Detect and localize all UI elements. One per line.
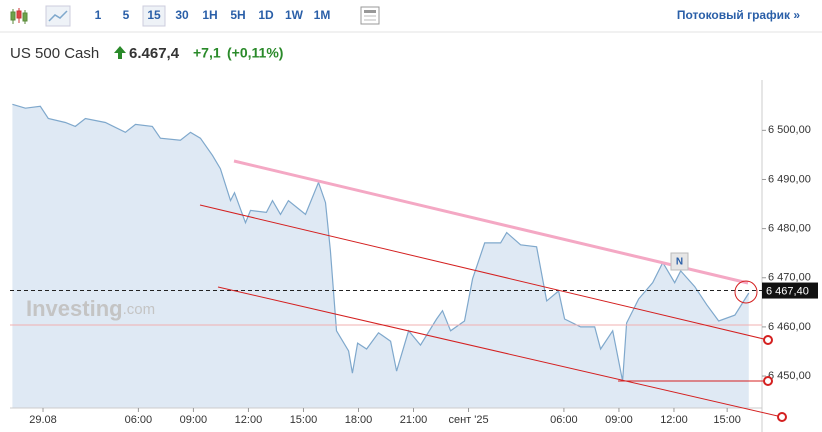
x-tick-label: 15:00 [713,414,741,426]
interval-button[interactable]: 1W [285,8,304,22]
y-tick-label: 6 490,00 [768,173,811,185]
x-tick-label: 15:00 [290,414,318,426]
x-tick-label: 06:00 [125,414,153,426]
price-line [12,103,750,382]
interval-button[interactable]: 30 [175,8,189,22]
interval-button[interactable]: 1M [314,8,331,22]
x-tick-label: 21:00 [400,414,428,426]
interval-button[interactable]: 5 [123,8,130,22]
x-tick-label: сент '25 [448,414,488,426]
x-tick-label: 09:00 [180,414,208,426]
plot: 6 450,00 6 460,00 6 470,00 6 480,00 6 490,00… [10,80,818,432]
drawings: N Investing.com [10,159,787,422]
instrument-name: US 500 Cash [10,45,99,62]
highlight-circle [734,280,758,304]
x-tick-label: 29.08 [29,414,57,426]
watermark-brand: Investing [26,296,123,321]
area-fill [12,104,749,409]
toolbar: 1 5 15 30 1H 5H 1D 1W 1M Потоковый график » [0,5,822,33]
x-tick-label: 06:00 [550,414,578,426]
y-tick-label: 6 470,00 [768,272,811,284]
watermark-domain: .com [123,301,156,318]
handle[interactable] [763,335,773,345]
news-marker[interactable] [670,252,689,271]
handle[interactable] [763,376,773,386]
y-tick-label: 6 450,00 [768,370,811,382]
change-pct: (+0,11%) [227,45,283,61]
interval-button[interactable]: 1H [202,8,217,22]
watermark: Investing.com [26,296,155,321]
x-tick-label: 12:00 [660,414,688,426]
y-tick-label: 6 480,00 [768,223,811,235]
interval-button[interactable]: 1D [258,8,274,22]
quote-header: US 500 Cash 6.467,4 +7,1 (+0,11%) [10,45,283,62]
interval-button[interactable]: 15 [147,8,161,22]
up-arrow [114,46,126,59]
active-interval [142,5,166,27]
table-icon[interactable] [360,6,380,25]
interval-button[interactable]: 1 [95,8,102,22]
trend-line [217,286,783,418]
change: +7,1 [193,45,221,61]
y-tick-label: 6 460,00 [768,321,811,333]
price: 6.467,4 [129,45,180,62]
candle-icon[interactable] [10,8,28,24]
stream-link[interactable]: Потоковый график » [677,8,800,22]
news-marker-label: N [676,257,683,268]
x-tick-label: 18:00 [345,414,373,426]
handle[interactable] [777,412,787,422]
trend-line [199,204,769,341]
x-tick-label: 12:00 [235,414,263,426]
x-tick-label: 09:00 [605,414,633,426]
y-tick-label: 6 500,00 [768,124,811,136]
interval-button[interactable]: 5H [230,8,245,22]
last-price-label: 6 467,40 [766,285,809,297]
area-icon[interactable] [45,5,71,27]
trend-line [233,159,749,285]
last-price-box [762,282,818,299]
